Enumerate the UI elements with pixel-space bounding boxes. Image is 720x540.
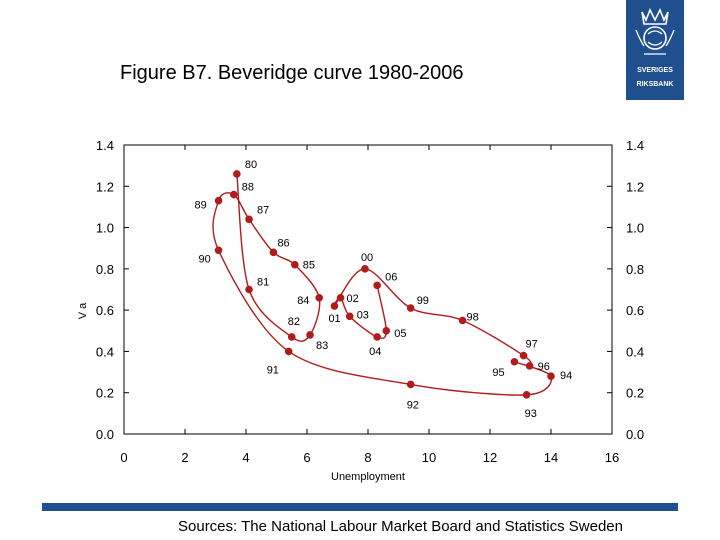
data-point-94 — [547, 372, 555, 381]
x-tick-label: 4 — [242, 450, 249, 465]
x-tick-label: 10 — [422, 450, 436, 465]
year-label-90: 90 — [199, 253, 211, 265]
data-point-06 — [373, 281, 381, 290]
y-tick-label-right: 1.2 — [626, 179, 644, 194]
year-label-92: 92 — [407, 399, 419, 411]
year-label-98: 98 — [467, 311, 479, 323]
x-tick-label: 12 — [483, 450, 497, 465]
data-point-83 — [306, 331, 314, 339]
y-axis-title: V a — [77, 302, 89, 319]
x-tick-label: 14 — [544, 450, 558, 465]
x-tick-label: 0 — [120, 450, 127, 465]
data-point-93 — [522, 390, 531, 399]
year-label-83: 83 — [316, 340, 328, 352]
crown-emblem-icon: SVERIGES RIKSBANK — [635, 8, 675, 88]
data-point-80 — [233, 170, 241, 178]
data-point-90 — [214, 246, 223, 255]
sources-note: Sources: The National Labour Market Boar… — [178, 518, 623, 535]
x-tick-label: 2 — [181, 450, 188, 465]
year-label-06: 06 — [385, 271, 397, 283]
year-label-85: 85 — [303, 260, 315, 272]
data-point-02 — [336, 293, 345, 302]
x-tick-label: 16 — [605, 450, 619, 465]
y-tick-label-right: 1.0 — [626, 221, 644, 236]
data-point-89 — [214, 196, 223, 205]
data-point-91 — [284, 347, 293, 356]
riksbank-logo: SVERIGES RIKSBANK — [626, 0, 684, 100]
year-label-87: 87 — [257, 204, 269, 216]
data-point-88 — [230, 190, 238, 199]
y-tick-label-left: 0.2 — [96, 386, 114, 401]
year-label-01: 01 — [328, 313, 340, 325]
footer-divider — [42, 503, 678, 511]
y-tick-label-left: 1.0 — [96, 221, 114, 236]
x-tick-label: 6 — [303, 450, 310, 465]
year-label-96: 96 — [538, 361, 550, 373]
data-point-85 — [291, 260, 299, 269]
data-point-95 — [510, 357, 519, 366]
plot-frame — [123, 144, 613, 435]
data-point-00 — [361, 265, 369, 273]
data-point-04 — [373, 333, 381, 341]
data-point-86 — [269, 248, 278, 257]
data-point-98 — [458, 316, 467, 325]
y-tick-label-right: 1.4 — [626, 138, 644, 153]
year-label-03: 03 — [357, 309, 369, 321]
y-tick-label-left: 0.0 — [96, 427, 114, 442]
year-label-97: 97 — [526, 339, 538, 351]
year-label-91: 91 — [267, 364, 279, 376]
year-label-80: 80 — [245, 159, 257, 171]
y-tick-label-right: 0.8 — [626, 262, 644, 277]
y-tick-label-left: 1.4 — [96, 138, 114, 153]
y-tick-label-right: 0.6 — [626, 303, 644, 318]
year-label-93: 93 — [525, 408, 537, 420]
year-label-82: 82 — [288, 316, 300, 328]
year-label-05: 05 — [394, 328, 406, 340]
data-point-05 — [382, 326, 391, 335]
data-point-92 — [406, 380, 415, 389]
year-label-84: 84 — [297, 295, 309, 307]
x-tick-label: 8 — [364, 450, 371, 465]
data-point-97 — [519, 351, 528, 360]
y-tick-label-right: 0.4 — [626, 344, 644, 359]
data-point-81 — [245, 285, 253, 294]
y-tick-label-left: 1.2 — [96, 179, 114, 194]
year-label-88: 88 — [242, 182, 254, 194]
year-label-81: 81 — [257, 277, 269, 289]
y-tick-label-right: 0.2 — [626, 386, 644, 401]
year-label-04: 04 — [369, 346, 381, 358]
y-tick-label-left: 0.6 — [96, 303, 114, 318]
y-tick-label-left: 0.4 — [96, 344, 114, 359]
y-tick-label-left: 0.8 — [96, 262, 114, 277]
year-label-95: 95 — [492, 367, 504, 379]
logo-text-line-2: RIKSBANK — [637, 81, 674, 88]
year-label-99: 99 — [417, 295, 429, 307]
data-point-87 — [245, 215, 253, 224]
year-label-94: 94 — [560, 370, 572, 382]
data-point-99 — [406, 304, 415, 312]
year-label-02: 02 — [347, 293, 359, 305]
figure-title: Figure B7. Beveridge curve 1980-2006 — [120, 62, 464, 84]
data-point-03 — [345, 312, 354, 321]
data-point-84 — [315, 293, 324, 302]
year-label-00: 00 — [361, 252, 373, 264]
data-point-01 — [330, 302, 339, 310]
x-axis-title: Unemployment — [331, 471, 405, 483]
year-label-86: 86 — [277, 237, 289, 249]
year-label-89: 89 — [195, 200, 207, 212]
y-tick-label-right: 0.0 — [626, 427, 644, 442]
data-point-96 — [525, 362, 534, 370]
logo-text-line-1: SVERIGES — [637, 67, 673, 74]
data-point-82 — [287, 333, 296, 341]
